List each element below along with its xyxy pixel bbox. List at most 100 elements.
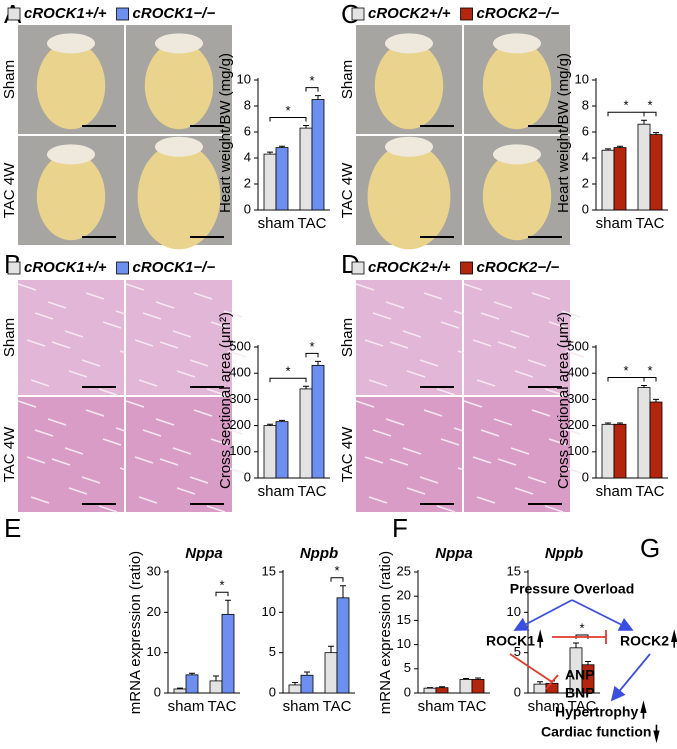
tissue (472, 339, 492, 347)
tissue (142, 312, 162, 320)
x-tick-label: TAC (323, 698, 352, 715)
y-tick-label: 15 (262, 563, 276, 578)
tissue (206, 505, 226, 513)
bar (221, 613, 235, 694)
y-tick-label: 0 (244, 469, 251, 484)
diagram-node: ROCK2 (620, 633, 669, 649)
x-tick-label: TAC (568, 698, 597, 715)
y-tick-label: 15 (397, 612, 411, 627)
tissue (26, 339, 46, 347)
error-bar (267, 423, 273, 426)
bar (649, 134, 663, 211)
tissue (159, 458, 179, 466)
inhibit (509, 653, 559, 690)
histology (464, 397, 570, 512)
error-bar (279, 419, 285, 422)
tissue (172, 447, 192, 455)
tissue (176, 487, 196, 495)
error-bar (328, 645, 334, 653)
tissue (134, 339, 154, 347)
heart (374, 41, 444, 130)
tissue (223, 427, 243, 435)
tissue (134, 456, 154, 464)
error-bar (617, 422, 623, 425)
bar (637, 387, 651, 479)
diagram-node: Cardiac function (541, 724, 651, 740)
y-axis-label: Heart weight/BW (mg/g) (555, 53, 572, 213)
histology (126, 280, 232, 395)
tissue (548, 321, 568, 329)
tissue (463, 400, 483, 408)
y-tick-label: 10 (147, 644, 161, 659)
error-bar (267, 151, 273, 155)
error-bar (617, 145, 623, 148)
error-bar (475, 677, 481, 680)
legend-swatch (351, 7, 365, 21)
legend-swatch (7, 7, 21, 21)
tissue (472, 456, 492, 464)
x-tick-label: sham (528, 698, 565, 715)
tissue (364, 456, 384, 464)
sig-star: * (623, 363, 628, 378)
bar (435, 687, 449, 694)
legend-swatch (460, 261, 473, 275)
bar (299, 127, 313, 211)
tissue (423, 409, 443, 417)
legend-label: cROCK2+/+ (368, 5, 451, 22)
tissue (17, 400, 37, 408)
tissue (206, 388, 226, 396)
tissue (463, 283, 483, 291)
atria (155, 33, 203, 54)
error-bar (189, 672, 195, 675)
error-bar (653, 132, 659, 135)
y-tick-label: 200 (229, 417, 251, 432)
y-tick-label: 5 (269, 644, 276, 659)
tissue (436, 505, 456, 513)
y-tick-label: 0 (404, 684, 411, 699)
sig-bracket (305, 87, 319, 92)
row-label: TAC 4W (339, 162, 356, 218)
y-tick-label: 6 (244, 123, 251, 138)
arrow (610, 653, 651, 702)
tissue (440, 438, 460, 446)
tissue (419, 476, 439, 484)
tissue (372, 429, 392, 437)
tissue (227, 350, 247, 358)
tissue (402, 447, 422, 455)
tissue (85, 409, 105, 417)
bar (533, 683, 547, 694)
tissue (34, 312, 54, 320)
tissue (223, 310, 243, 318)
tissue (406, 370, 426, 378)
bar (423, 687, 437, 694)
tissue (480, 312, 500, 320)
tissue (26, 456, 46, 464)
panel-letter: F (392, 513, 408, 543)
bar (311, 364, 325, 479)
x-tick-label: TAC (298, 215, 327, 232)
histology (18, 397, 124, 512)
histology (18, 280, 124, 395)
y-tick-label: 10 (507, 604, 521, 619)
y-tick-label: 500 (229, 338, 251, 353)
tissue (544, 505, 564, 513)
y-tick-label: 8 (244, 97, 251, 112)
inhibit (552, 630, 607, 644)
sig-star: * (285, 103, 290, 118)
tissue (125, 400, 145, 408)
chart-title: Nppa (435, 545, 473, 562)
tissue (159, 341, 179, 349)
diagram-node: Hypertrophy (555, 704, 638, 720)
tissue (210, 438, 230, 446)
row-label: TAC 4W (1, 426, 18, 482)
tissue (30, 379, 50, 387)
row-label: Sham (1, 60, 18, 99)
y-tick-label: 30 (147, 563, 161, 578)
tissue (368, 496, 388, 504)
legend-swatch (7, 261, 21, 275)
tissue (17, 283, 37, 291)
y-tick-label: 0 (269, 684, 276, 699)
atria (385, 136, 433, 157)
y-tick-label: 5 (514, 644, 521, 659)
y-tick-label: 4 (244, 149, 251, 164)
